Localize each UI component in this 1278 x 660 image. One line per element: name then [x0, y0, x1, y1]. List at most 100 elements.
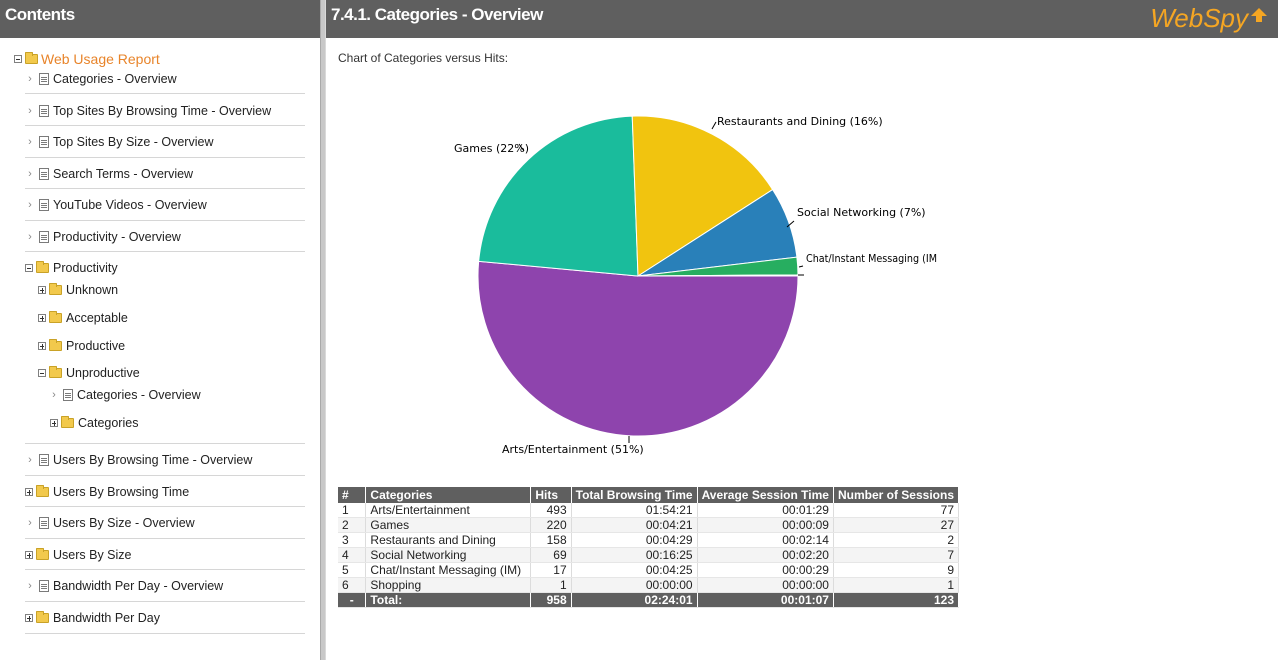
pie-slice-arts-entertainment[interactable] [477, 260, 799, 437]
contents-header: Contents [0, 0, 320, 38]
contents-tree: Web Usage Report › Categories - Overview … [0, 38, 320, 660]
chevron-right-icon: › [28, 73, 32, 85]
tree-item-unproductive[interactable]: Unproductive [38, 366, 140, 380]
divider [25, 506, 305, 507]
tree-item-users-browsing[interactable]: Users By Browsing Time [25, 485, 305, 499]
logo-arrow-icon [1251, 8, 1267, 22]
expand-icon[interactable] [25, 488, 33, 496]
divider [25, 569, 305, 570]
row-category: Arts/Entertainment [365, 503, 532, 518]
pie-slice-games[interactable] [478, 115, 639, 277]
folder-icon [36, 485, 49, 497]
total-total-browsing-time: 02:24:01 [571, 592, 698, 608]
row-index: 5 [338, 562, 367, 578]
pie-leader-line [711, 121, 717, 130]
col-header-total-browsing-time[interactable]: Total Browsing Time [571, 487, 698, 503]
tree-item-users-browsing-overview[interactable]: › Users By Browsing Time - Overview [25, 453, 305, 467]
collapse-icon[interactable] [38, 369, 46, 377]
divider [25, 220, 305, 221]
folder-icon [61, 416, 74, 428]
tree-root-label[interactable]: Web Usage Report [41, 51, 160, 67]
row-total-browsing-time: 00:16:25 [571, 547, 698, 563]
table-row[interactable]: 6 Shopping 1 00:00:00 00:00:00 1 [338, 577, 960, 593]
expand-icon[interactable] [25, 551, 33, 559]
divider [25, 93, 305, 94]
tree-item-bandwidth[interactable]: Bandwidth Per Day [25, 611, 305, 625]
tree-item-productive[interactable]: Productive [38, 339, 125, 353]
col-header-index[interactable]: # [338, 487, 367, 503]
folder-open-icon [25, 52, 38, 64]
tree-item-youtube-videos[interactable]: › YouTube Videos - Overview [25, 198, 305, 212]
row-average-session-time: 00:02:20 [697, 547, 834, 563]
tree-item-unproductive-categories[interactable]: Categories [50, 416, 138, 430]
table-row[interactable]: 5 Chat/Instant Messaging (IM) 17 00:04:25 00… [338, 562, 960, 578]
divider [25, 538, 305, 539]
expand-icon[interactable] [38, 286, 46, 294]
col-header-categories[interactable]: Categories [365, 487, 532, 503]
col-header-hits[interactable]: Hits [530, 487, 572, 503]
report-icon [39, 517, 49, 529]
pane-splitter[interactable] [320, 0, 326, 660]
divider [25, 125, 305, 126]
row-average-session-time: 00:00:00 [697, 577, 834, 593]
row-hits: 220 [530, 517, 572, 533]
row-total-browsing-time: 00:00:00 [571, 577, 698, 593]
expand-icon[interactable] [38, 342, 46, 350]
total-category: Total: [365, 592, 532, 608]
tree-item-top-sites-browsing[interactable]: › Top Sites By Browsing Time - Overview [25, 104, 305, 118]
report-icon [39, 231, 49, 243]
table-row[interactable]: 4 Social Networking 69 00:16:25 00:02:20 7 [338, 547, 960, 563]
expand-icon[interactable] [25, 614, 33, 622]
row-category: Chat/Instant Messaging (IM) [365, 562, 532, 578]
row-number-of-sessions: 7 [833, 547, 960, 563]
divider [25, 251, 305, 252]
total-index: - [338, 592, 367, 608]
categories-table: # Categories Hits Total Browsing Time Av… [338, 487, 960, 608]
page-header: 7.4.1. Categories - Overview WebSpy [326, 0, 1278, 38]
col-header-average-session-time[interactable]: Average Session Time [697, 487, 834, 503]
table-total-row: - Total: 958 02:24:01 00:01:07 123 [338, 592, 960, 608]
table-row[interactable]: 2 Games 220 00:04:21 00:00:09 27 [338, 517, 960, 533]
tree-item-productivity-overview[interactable]: › Productivity - Overview [25, 230, 305, 244]
pie-slice-shopping[interactable] [637, 274, 799, 277]
row-hits: 17 [530, 562, 572, 578]
tree-item-top-sites-size[interactable]: › Top Sites By Size - Overview [25, 135, 305, 149]
row-average-session-time: 00:00:29 [697, 562, 834, 578]
tree-item-acceptable[interactable]: Acceptable [38, 311, 128, 325]
tree-item-categories-overview[interactable]: › Categories - Overview [25, 72, 305, 86]
col-header-number-of-sessions[interactable]: Number of Sessions [833, 487, 960, 503]
divider [25, 633, 305, 634]
folder-icon [36, 611, 49, 623]
total-hits: 958 [530, 592, 572, 608]
expand-icon[interactable] [38, 314, 46, 322]
table-row[interactable]: 1 Arts/Entertainment 493 01:54:21 00:01:29 77 [338, 503, 960, 518]
webspy-logo: WebSpy [1150, 2, 1270, 34]
pie-label-chat-instant-messaging-im-: Chat/Instant Messaging (IM [806, 252, 937, 265]
row-category: Shopping [365, 577, 532, 593]
report-icon [39, 105, 49, 117]
tree-item-users-size-overview[interactable]: › Users By Size - Overview [25, 516, 305, 530]
total-number-of-sessions: 123 [833, 592, 960, 608]
tree-item-bandwidth-overview[interactable]: › Bandwidth Per Day - Overview [25, 579, 305, 593]
collapse-icon[interactable] [14, 55, 22, 63]
expand-icon[interactable] [50, 419, 58, 427]
folder-icon [49, 339, 62, 351]
row-index: 6 [338, 577, 367, 593]
tree-root[interactable]: Web Usage Report [14, 51, 160, 67]
table-row[interactable]: 3 Restaurants and Dining 158 00:04:29 00:02:… [338, 532, 960, 548]
row-total-browsing-time: 00:04:29 [571, 532, 698, 548]
row-total-browsing-time: 00:04:25 [571, 562, 698, 578]
pie-label-arts-entertainment: Arts/Entertainment (51%) [502, 443, 644, 456]
pie-slice-restaurants-and-dining[interactable] [631, 115, 774, 277]
row-average-session-time: 00:01:29 [697, 503, 834, 518]
pie-leader-line [786, 220, 795, 228]
tree-item-users-size[interactable]: Users By Size [25, 548, 305, 562]
tree-item-unproductive-categories-overview[interactable]: › Categories - Overview [49, 388, 201, 402]
collapse-icon[interactable] [25, 264, 33, 272]
tree-item-unknown[interactable]: Unknown [38, 283, 118, 297]
chevron-right-icon: › [28, 580, 32, 592]
row-hits: 1 [530, 577, 572, 593]
row-hits: 158 [530, 532, 572, 548]
tree-item-productivity[interactable]: Productivity [25, 261, 305, 275]
tree-item-search-terms[interactable]: › Search Terms - Overview [25, 167, 305, 181]
